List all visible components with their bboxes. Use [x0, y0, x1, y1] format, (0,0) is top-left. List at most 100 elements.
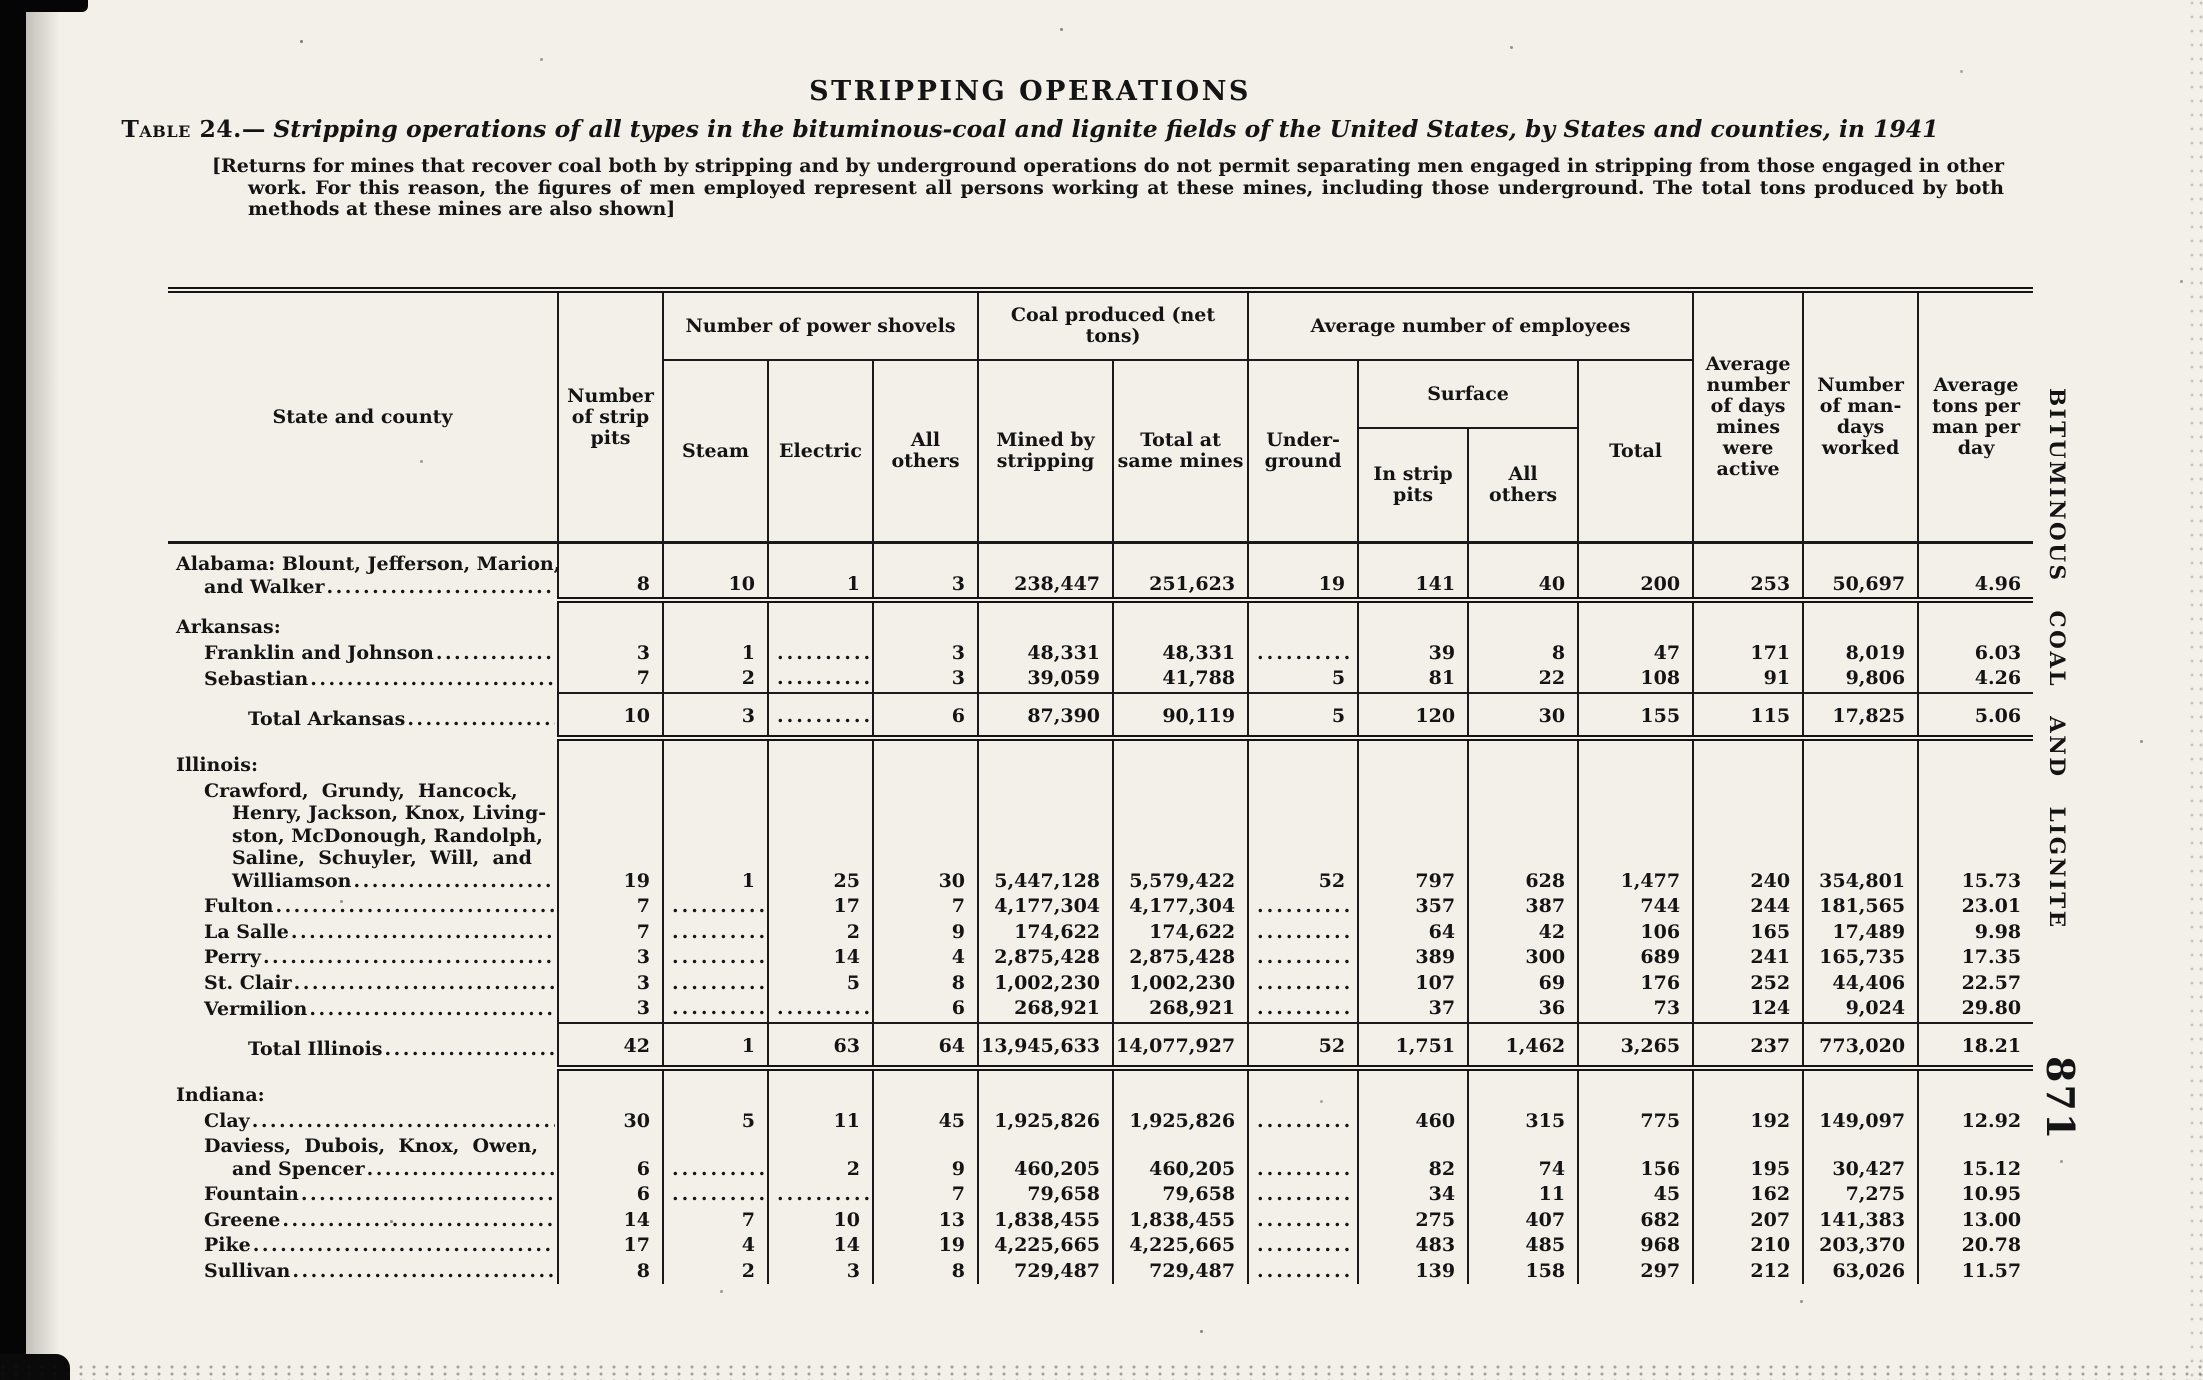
row-value: [767, 1068, 873, 1109]
row-value: 12.92: [1917, 1108, 2034, 1134]
row-value: [1112, 1068, 1249, 1109]
row-value: [1692, 738, 1804, 779]
row-stub: Vermilion...............................…: [204, 998, 555, 1020]
row-value: 8: [557, 542, 663, 603]
row-value: [1467, 1068, 1579, 1109]
row-value: 8: [871, 1258, 979, 1284]
row-stub: Daviess, Dubois, Knox, Owen, and Spencer.…: [204, 1135, 555, 1180]
row-value: 42: [557, 1021, 663, 1071]
table-header: State and county Number of strip pits Nu…: [168, 287, 2034, 544]
col-header-surface-all-others: All others: [1467, 428, 1579, 544]
row-value: ..........: [1247, 1134, 1359, 1182]
row-value: 25: [767, 778, 873, 894]
row-stub: La Salle................................…: [204, 920, 555, 943]
row-value: ..........: [1247, 1258, 1359, 1284]
row-value: 8: [871, 970, 979, 996]
scan-noise-right: [2189, 0, 2203, 1380]
row-stub: Total Arkansas..........................…: [248, 707, 555, 730]
row-value: 7: [557, 666, 663, 693]
row-value: [1247, 1068, 1359, 1109]
row-stub: Illinois:: [176, 754, 258, 776]
row-value: 2,875,428: [977, 945, 1114, 971]
row-value: ..........: [1247, 1207, 1359, 1233]
row-value: 389: [1357, 945, 1469, 971]
row-value: 39,059: [977, 666, 1114, 693]
row-value: 15.12: [1917, 1134, 2034, 1182]
row-value: 107: [1357, 970, 1469, 996]
row-value: [977, 600, 1114, 641]
row-value: 91: [1692, 666, 1804, 693]
row-value: 1,462: [1467, 1021, 1579, 1071]
row-value: 20.78: [1917, 1233, 2034, 1259]
row-stub: Total Illinois..........................…: [248, 1037, 555, 1060]
row-stub: Pike....................................…: [204, 1234, 555, 1256]
row-value: 3: [557, 970, 663, 996]
row-value: 124: [1692, 996, 1804, 1023]
row-value: 115: [1692, 691, 1804, 741]
col-header-state-county: State and county: [168, 287, 558, 544]
row-value: 48,331: [977, 640, 1114, 666]
row-stub: Fulton..................................…: [204, 895, 555, 917]
row-value: 1,838,455: [1112, 1207, 1249, 1233]
table-caption-label: Table 24.—: [121, 115, 266, 143]
row-value: ..........: [1247, 1108, 1359, 1134]
row-value: 5,579,422: [1112, 778, 1249, 894]
row-value: [1802, 1068, 1919, 1109]
row-value: ..........: [662, 996, 768, 1023]
row-value: 90,119: [1112, 691, 1249, 741]
row-fulton: Fulton..................................…: [168, 894, 2034, 920]
col-header-total-same-mines: Total at same mines: [1112, 360, 1249, 544]
row-stub: Sebastian...............................…: [204, 668, 555, 690]
row-value: [1802, 600, 1919, 641]
col-group-surface: Surface: [1357, 360, 1579, 429]
row-value: 74: [1467, 1134, 1579, 1182]
row-value: 407: [1467, 1207, 1579, 1233]
row-value: 2: [767, 1134, 873, 1182]
row-value: 165,735: [1802, 945, 1919, 971]
row-value: 203,370: [1802, 1233, 1919, 1259]
row-value: [662, 600, 768, 641]
table-caption-text: Stripping operations of all types in the…: [273, 115, 1939, 143]
row-value: 19: [871, 1233, 979, 1259]
row-value: 775: [1577, 1108, 1694, 1134]
stripping-operations-table: State and county Number of strip pits Nu…: [168, 287, 2034, 1284]
row-value: [977, 1068, 1114, 1109]
row-value: ..........: [767, 1182, 873, 1208]
row-value: 64: [1357, 919, 1469, 945]
scan-speckles: [300, 40, 303, 43]
row-value: 238,447: [977, 542, 1114, 603]
row-value: 241: [1692, 945, 1804, 971]
row-value: 315: [1467, 1108, 1579, 1134]
row-value: 22.57: [1917, 970, 2034, 996]
row-value: 8: [1467, 640, 1579, 666]
row-value: 149,097: [1802, 1108, 1919, 1134]
row-value: ..........: [767, 996, 873, 1023]
col-header-underground: Under- ground: [1247, 360, 1359, 544]
scan-noise-bottom: [0, 1364, 2203, 1380]
row-value: 7: [871, 894, 979, 920]
row-value: 1: [662, 778, 768, 894]
row-stub: Crawford, Grundy, Hancock, Henry, Jackson…: [204, 779, 555, 892]
table-body: Alabama: Blount, Jefferson, Marion, and W…: [168, 542, 2034, 1284]
row-value: 357: [1357, 894, 1469, 920]
row-value: 79,658: [977, 1182, 1114, 1208]
row-value: 7: [557, 919, 663, 945]
row-alabama: Alabama: Blount, Jefferson, Marion, and W…: [168, 542, 2034, 603]
scan-corner-mark-top: [0, 0, 88, 12]
row-value: [1917, 738, 2034, 779]
row-value: 106: [1577, 919, 1694, 945]
row-value: 460,205: [977, 1134, 1114, 1182]
row-value: 3: [871, 640, 979, 666]
row-value: 45: [1577, 1182, 1694, 1208]
row-value: 4.96: [1917, 542, 2034, 603]
row-value: 3,265: [1577, 1021, 1694, 1071]
row-value: [557, 1068, 663, 1109]
row-value: 9,024: [1802, 996, 1919, 1023]
row-value: 460: [1357, 1108, 1469, 1134]
page-title: STRIPPING OPERATIONS: [809, 76, 1251, 107]
col-header-mined-by-stripping: Mined by stripping: [977, 360, 1114, 544]
row-sullivan: Sullivan................................…: [168, 1258, 2034, 1284]
row-value: 682: [1577, 1207, 1694, 1233]
row-value: ..........: [1247, 894, 1359, 920]
row-value: 11.57: [1917, 1258, 2034, 1284]
